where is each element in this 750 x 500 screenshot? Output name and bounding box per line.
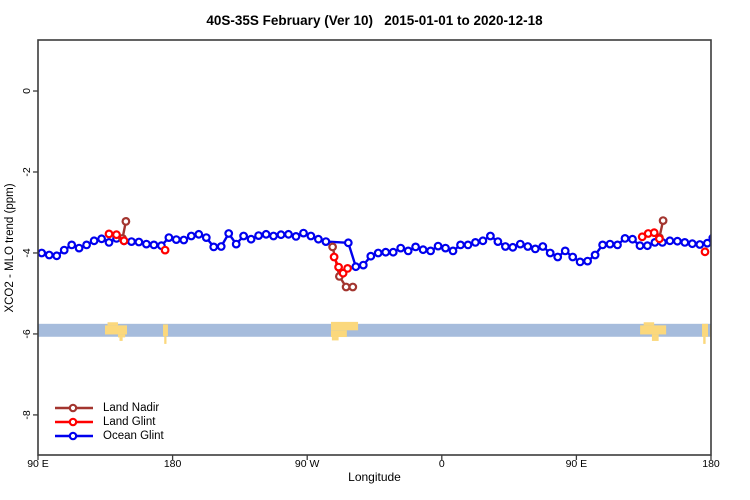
map-band-ocean (38, 323, 711, 337)
x-tick-label: 90 W (294, 458, 320, 470)
y-tick-label: 0 (21, 88, 33, 94)
x-tick-label: 180 (163, 458, 182, 470)
legend: Land Nadir Land Glint Ocean Glint (54, 401, 164, 443)
map-band-land-south-america (331, 337, 339, 341)
map-band-land-new-zealand-east-copy (702, 323, 709, 337)
y-tick-label: -6 (21, 329, 33, 339)
map-band-land-south-america (330, 330, 347, 338)
legend-item-land-glint: Land Glint (54, 415, 164, 429)
axis-ticks (33, 90, 712, 460)
x-tick-label: 90 E (27, 458, 49, 470)
legend-marker-ocean-glint-icon (55, 431, 93, 441)
map-band-land-australia-west-copy (105, 325, 127, 335)
legend-marker-land-glint-icon (55, 417, 93, 427)
map-band-land-australia-west-copy (119, 337, 123, 341)
legend-label-land-nadir: Land Nadir (103, 402, 160, 414)
y-tick-label: -4 (21, 248, 33, 258)
chart-title: 40S-35S February (Ver 10) 2015-01-01 to … (206, 13, 543, 28)
y-tick-label: -2 (21, 167, 33, 177)
map-band-land-new-zealand-east-copy (703, 336, 706, 344)
map-band-land-new-zealand-west-copy (163, 324, 168, 337)
series-ocean-glint (38, 228, 711, 272)
map-band-land-south-america (330, 321, 359, 331)
legend-item-ocean-glint: Ocean Glint (54, 429, 164, 443)
x-tick-label: 180 (702, 458, 720, 470)
legend-label-ocean-glint: Ocean Glint (103, 430, 164, 442)
series-land-glint (104, 228, 710, 278)
legend-marker-land-nadir-icon (55, 403, 93, 413)
map-band-land-australia-west-copy (107, 322, 119, 326)
map-band-land-new-zealand-west-copy (164, 336, 167, 344)
x-tick-label: 0 (438, 458, 445, 470)
map-band-land-australia-east-copy (643, 322, 655, 326)
y-tick-label: -8 (21, 410, 33, 420)
map-band-land-australia-west-copy (118, 334, 126, 338)
plot-area (38, 216, 711, 344)
legend-label-land-glint: Land Glint (103, 416, 156, 428)
plot-frame (37, 39, 712, 456)
x-tick-label: 90 E (565, 458, 588, 470)
map-band-land-australia-east-copy (640, 325, 667, 335)
legend-item-land-nadir: Land Nadir (54, 401, 164, 415)
map-band-land-australia-east-copy (651, 334, 659, 341)
x-axis-label: Longitude (348, 470, 401, 484)
y-axis-label: XCO2 - MLO trend (ppm) (4, 183, 16, 313)
